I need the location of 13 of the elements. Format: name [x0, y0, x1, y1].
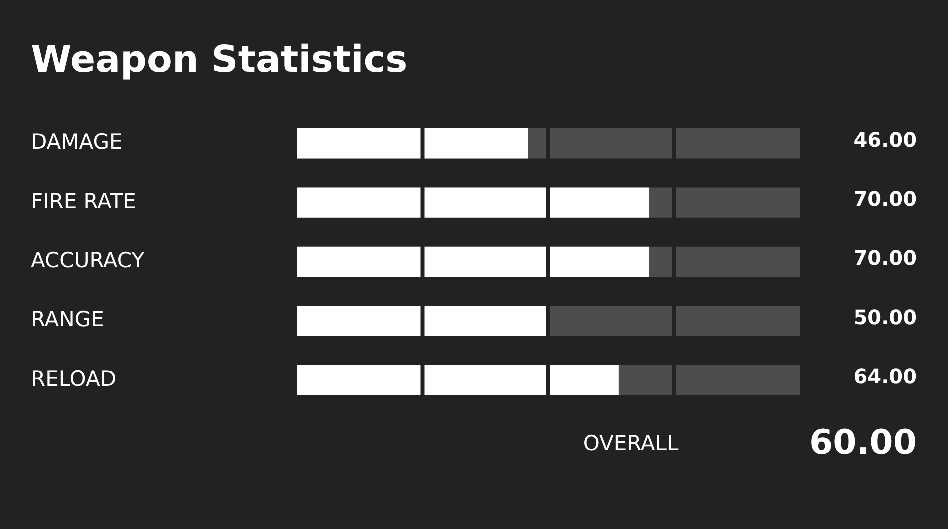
y-tick-label: ACCURACY [31, 248, 145, 272]
text: OVERALL [583, 431, 679, 456]
data-label: 50.00 [854, 305, 917, 330]
text: 60.00 [809, 422, 917, 463]
y-tick-label: RELOAD [31, 366, 117, 391]
y-tick-label: DAMAGE [31, 130, 123, 154]
data-label: 70.00 [854, 187, 917, 212]
data-label: 64.00 [854, 364, 917, 389]
y-tick-label: FIRE RATE [31, 189, 136, 214]
chart-title: Weapon Statistics [31, 38, 408, 81]
data-label: 46.00 [854, 128, 917, 152]
data-label: 70.00 [854, 246, 917, 270]
y-tick-label: RANGE [31, 308, 104, 332]
